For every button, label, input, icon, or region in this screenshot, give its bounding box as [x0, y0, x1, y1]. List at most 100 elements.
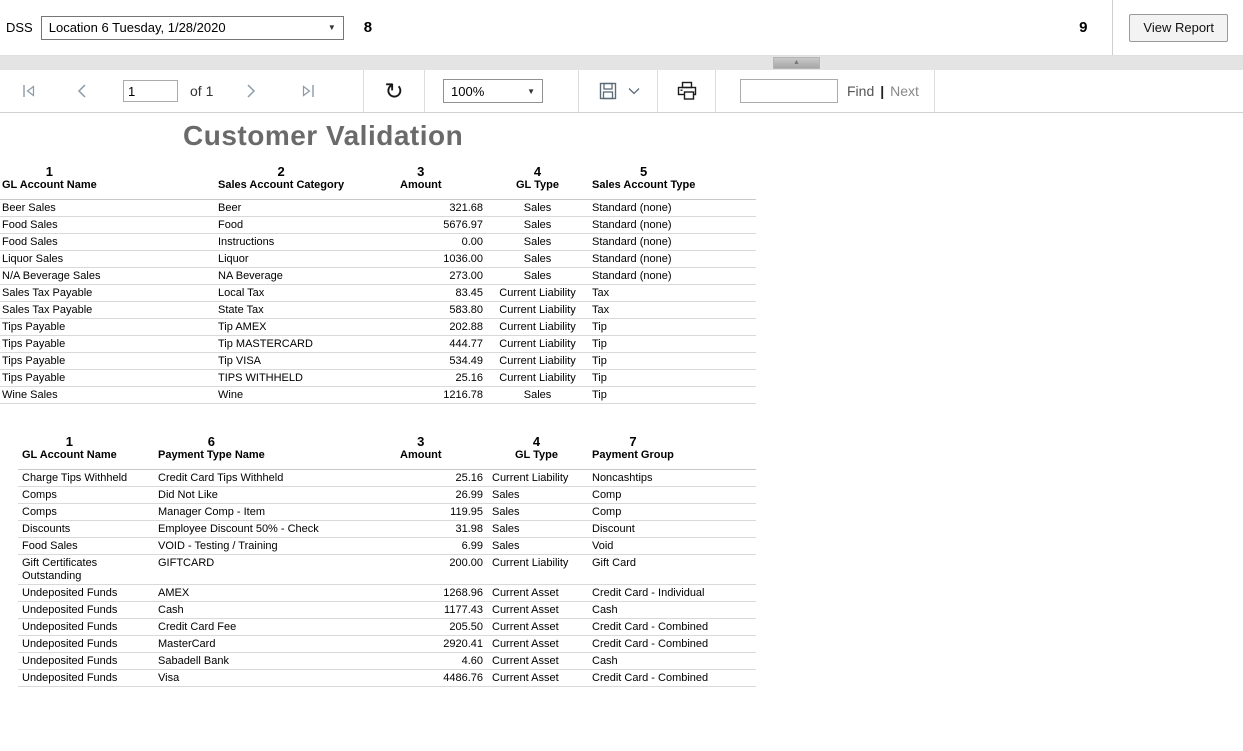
- table-cell: Instructions: [218, 233, 395, 251]
- print-group: [658, 70, 715, 112]
- table-cell: 1036.00: [395, 250, 485, 268]
- report-body: Customer Validation 1 GL Account Name 2 Sal…: [0, 113, 1243, 687]
- table-cell: NA Beverage: [218, 267, 395, 285]
- find-separator: |: [880, 83, 885, 99]
- table-cell: Standard (none): [590, 233, 756, 251]
- refresh-group: ↻: [364, 70, 424, 112]
- table-cell: Food Sales: [0, 216, 218, 234]
- last-page-button[interactable]: [299, 82, 317, 100]
- table-cell: Visa: [158, 669, 395, 687]
- table-cell: Sales: [485, 386, 590, 404]
- column-number: 6: [207, 434, 216, 449]
- table-cell: 583.80: [395, 301, 485, 319]
- page-number-input[interactable]: [123, 80, 178, 102]
- table-cell: Discount: [588, 520, 756, 538]
- table-cell: MasterCard: [158, 635, 395, 653]
- table-cell: Tip AMEX: [218, 318, 395, 336]
- column-number: 4: [532, 434, 541, 449]
- table-header-row: 1 GL Account Name 6 Payment Type Name 3 Amoun…: [18, 428, 756, 470]
- table-cell: Undeposited Funds: [18, 635, 158, 653]
- table-row: Undeposited Funds Credit Card Fee 205.50 Cu…: [18, 618, 756, 636]
- previous-page-button[interactable]: [74, 82, 90, 100]
- table-cell: Tip: [590, 352, 756, 370]
- table-cell: N/A Beverage Sales: [0, 267, 218, 285]
- parameter-label-8: 8: [363, 19, 373, 36]
- print-button[interactable]: [676, 80, 698, 102]
- table-cell: Beer: [218, 199, 395, 217]
- pagination-group: of 1: [0, 70, 363, 112]
- table-cell: Manager Comp - Item: [158, 503, 395, 521]
- table-cell: Credit Card Tips Withheld: [158, 469, 395, 487]
- table-header-row: 1 GL Account Name 2 Sales Account Category 3…: [0, 158, 756, 200]
- table-cell: 534.49: [395, 352, 485, 370]
- collapse-parameters-button[interactable]: ▲: [773, 57, 820, 69]
- column-header: 4 GL Type: [485, 428, 588, 470]
- table-cell: Sales: [485, 216, 590, 234]
- table-cell: Tips Payable: [0, 318, 218, 336]
- table-row: Tips Payable Tip VISA 534.49 Current Liabil…: [0, 352, 756, 370]
- table-cell: Sales: [485, 250, 590, 268]
- chevron-down-icon: ▼: [327, 23, 336, 32]
- table-cell: Current Asset: [485, 618, 588, 636]
- first-page-button[interactable]: [20, 82, 38, 100]
- table-cell: Cash: [588, 601, 756, 619]
- table-cell: Beer Sales: [0, 199, 218, 217]
- zoom-select[interactable]: 100% ▼: [443, 79, 543, 103]
- table-cell: Sales Tax Payable: [0, 301, 218, 319]
- table-cell: 5676.97: [395, 216, 485, 234]
- refresh-icon: ↻: [384, 77, 404, 104]
- table-cell: Gift Card: [588, 554, 756, 585]
- find-input[interactable]: [740, 79, 838, 103]
- table-cell: Current Asset: [485, 601, 588, 619]
- table-cell: 83.45: [395, 284, 485, 302]
- find-link[interactable]: Find: [847, 83, 875, 99]
- table-cell: 1216.78: [395, 386, 485, 404]
- table-row: Sales Tax Payable Local Tax 83.45 Current L…: [0, 284, 756, 302]
- column-label: Sales Account Type: [592, 179, 696, 191]
- printer-icon: [677, 81, 696, 100]
- column-label: Amount: [400, 179, 442, 191]
- table-row: N/A Beverage Sales NA Beverage 273.00 Sales…: [0, 267, 756, 285]
- page-count-label: of 1: [190, 83, 214, 99]
- table-cell: Charge Tips Withheld: [18, 469, 158, 487]
- zoom-value: 100%: [451, 83, 485, 99]
- table-cell: Current Asset: [485, 635, 588, 653]
- column-header: 1 GL Account Name: [0, 158, 218, 200]
- column-number: 3: [417, 164, 425, 179]
- table-cell: Void: [588, 537, 756, 555]
- table-row: Food Sales Instructions 0.00 Sales Standard …: [0, 233, 756, 251]
- find-next-link[interactable]: Next: [890, 83, 919, 99]
- table-cell: Local Tax: [218, 284, 395, 302]
- table-cell: 4486.76: [395, 669, 485, 687]
- table-cell: Current Liability: [485, 318, 590, 336]
- table-cell: 25.16: [395, 469, 485, 487]
- refresh-button[interactable]: ↻: [384, 77, 404, 104]
- table-row: Undeposited Funds AMEX 1268.96 Current Asse…: [18, 584, 756, 602]
- column-number: 5: [640, 164, 648, 179]
- table-cell: Credit Card - Individual: [588, 584, 756, 602]
- table-row: Undeposited Funds Sabadell Bank 4.60 Curren…: [18, 652, 756, 670]
- table-cell: Tip: [590, 369, 756, 387]
- table-cell: Credit Card - Combined: [588, 669, 756, 687]
- table-cell: Tip: [590, 386, 756, 404]
- column-header: 3 Amount: [395, 428, 485, 470]
- parameter-bar: DSS Location 6 Tuesday, 1/28/2020 ▼ 8 9 …: [0, 0, 1243, 56]
- save-export-button[interactable]: [597, 80, 619, 102]
- table-cell: Wine: [218, 386, 395, 404]
- view-report-button[interactable]: View Report: [1129, 13, 1228, 42]
- save-dropdown-toggle[interactable]: [628, 82, 640, 100]
- table-cell: 26.99: [395, 486, 485, 504]
- table-cell: 202.88: [395, 318, 485, 336]
- table-row: Undeposited Funds Cash 1177.43 Current Asse…: [18, 601, 756, 619]
- location-date-dropdown[interactable]: Location 6 Tuesday, 1/28/2020 ▼: [40, 15, 344, 40]
- table-cell: Tips Payable: [0, 369, 218, 387]
- next-page-button[interactable]: [243, 82, 259, 100]
- table-cell: Standard (none): [590, 250, 756, 268]
- table-cell: Wine Sales: [0, 386, 218, 404]
- table-cell: Current Liability: [485, 554, 588, 585]
- table-cell: 321.68: [395, 199, 485, 217]
- column-header: 4 GL Type: [485, 158, 590, 200]
- column-header: 6 Payment Type Name: [158, 428, 395, 470]
- table-cell: 200.00: [395, 554, 485, 585]
